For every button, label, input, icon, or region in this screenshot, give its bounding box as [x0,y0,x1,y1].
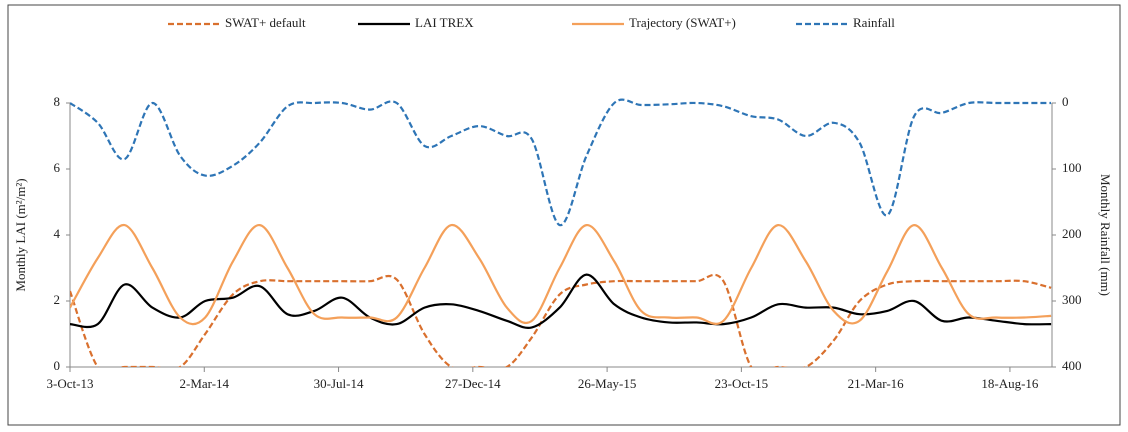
y-axis-title: Monthly LAI (m²/m²) [13,178,28,291]
legend-label: Rainfall [853,15,895,30]
x-tick-label: 2-Mar-14 [179,376,229,391]
y2-tick-label: 100 [1062,160,1082,175]
legend-label: SWAT+ default [225,15,306,30]
x-tick-label: 21-Mar-16 [848,376,905,391]
data-line [70,273,1052,329]
y-tick-label: 6 [54,160,61,175]
x-tick-label: 23-Oct-15 [715,376,768,391]
data-line [70,98,1052,227]
x-tick-label: 30-Jul-14 [314,376,364,391]
legend-label: Trajectory (SWAT+) [629,15,736,30]
y2-tick-label: 300 [1062,292,1082,307]
x-tick-label: 26-May-15 [578,376,637,391]
x-tick-label: 18-Aug-16 [981,376,1039,391]
x-tick-label: 3-Oct-13 [47,376,94,391]
y-tick-label: 2 [54,292,61,307]
y2-tick-label: 0 [1062,94,1069,109]
y-tick-label: 8 [54,94,61,109]
x-tick-label: 27-Dec-14 [445,376,501,391]
y-tick-label: 4 [54,226,61,241]
y2-axis-title: Monthly Rainfall (mm) [1098,174,1113,296]
data-line [70,273,1052,367]
frame [7,4,1121,426]
y-tick-label: 0 [54,358,61,373]
data-line [70,224,1052,326]
legend-label: LAI TREX [415,15,474,30]
y2-tick-label: 200 [1062,226,1082,241]
y2-tick-label: 400 [1062,358,1082,373]
